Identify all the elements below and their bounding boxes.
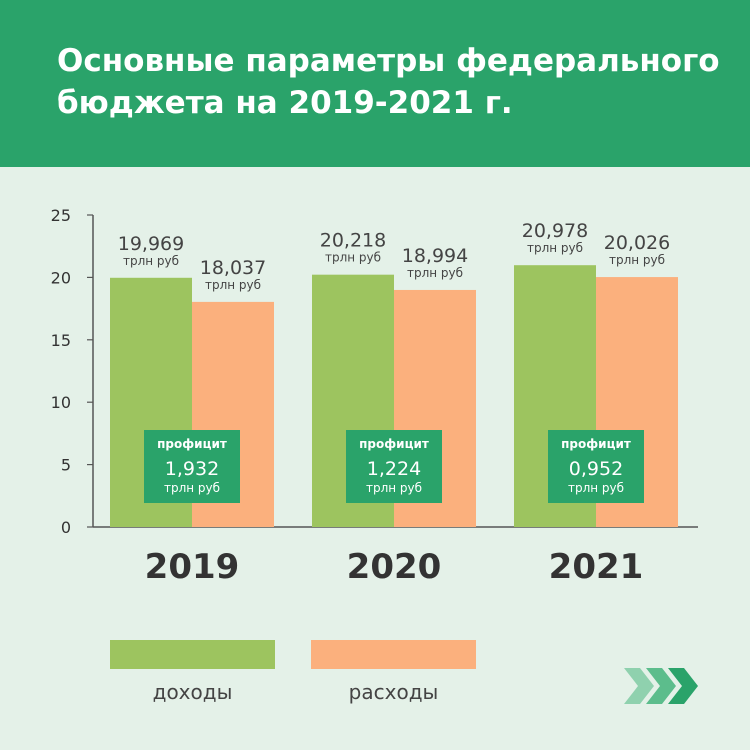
surplus-badge-box: [144, 430, 240, 503]
surplus-badge-box: [548, 430, 644, 503]
surplus-unit: трлн руб: [568, 481, 624, 495]
unit-label: трлн руб: [123, 254, 179, 268]
unit-label: трлн руб: [527, 241, 583, 255]
legend-swatch-expenses: [311, 640, 476, 669]
page-title: Основные параметры федерального бюджета …: [57, 43, 720, 121]
y-tick-label: 0: [61, 518, 71, 537]
surplus-value: 1,224: [367, 458, 421, 480]
data-label: 19,969: [118, 233, 184, 255]
data-label: 20,978: [522, 220, 588, 242]
surplus-title: профицит: [561, 437, 631, 451]
unit-label: трлн руб: [407, 266, 463, 280]
unit-label: трлн руб: [609, 253, 665, 267]
header-banner: Основные параметры федерального бюджета …: [0, 0, 750, 167]
x-tick-label-2019: 2019: [145, 547, 240, 587]
surplus-title: профицит: [359, 437, 429, 451]
y-tick-label: 10: [51, 393, 71, 412]
surplus-unit: трлн руб: [366, 481, 422, 495]
surplus-unit: трлн руб: [164, 481, 220, 495]
data-label: 20,218: [320, 230, 386, 252]
legend-swatch-income: [110, 640, 275, 669]
x-tick-label-2021: 2021: [549, 547, 644, 587]
surplus-title: профицит: [157, 437, 227, 451]
x-tick-label-2020: 2020: [347, 547, 442, 587]
legend-label-expenses: расходы: [348, 680, 439, 704]
data-label: 18,037: [200, 257, 266, 279]
unit-label: трлн руб: [205, 278, 261, 292]
data-label: 20,026: [604, 232, 670, 254]
y-tick-label: 20: [51, 268, 71, 287]
surplus-value: 0,952: [569, 458, 623, 480]
surplus-badge-box: [346, 430, 442, 503]
surplus-value: 1,932: [165, 458, 219, 480]
legend-label-income: доходы: [152, 680, 233, 704]
y-tick-label: 25: [51, 206, 71, 225]
unit-label: трлн руб: [325, 251, 381, 265]
data-label: 18,994: [402, 245, 468, 267]
y-tick-label: 5: [61, 456, 71, 475]
chevron-arrows-icon: [624, 668, 698, 704]
y-tick-label: 15: [51, 331, 71, 350]
